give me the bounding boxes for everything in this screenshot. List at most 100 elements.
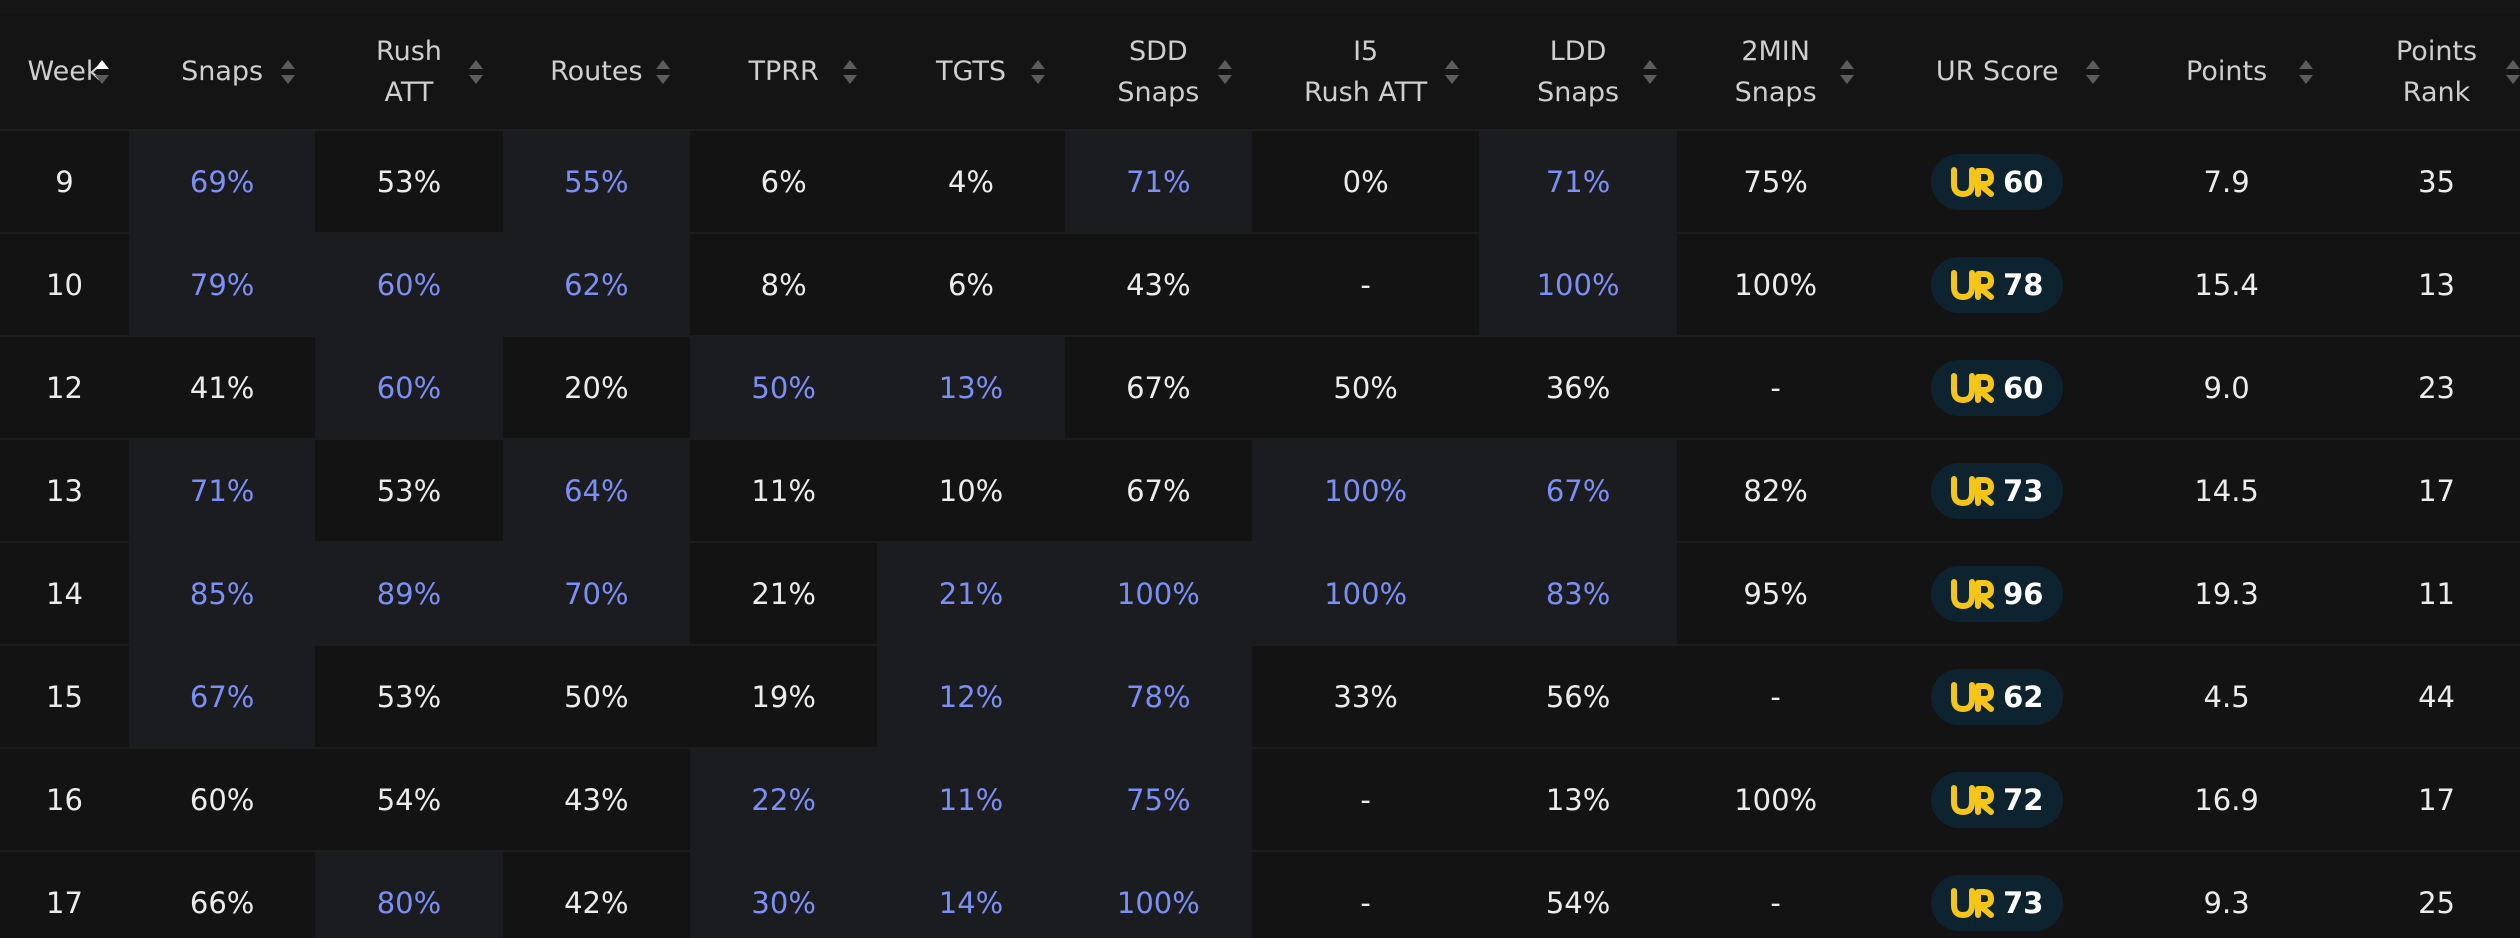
cell-tprr: 30% [689, 851, 878, 938]
sort-both-icon[interactable] [841, 57, 859, 87]
cell-snaps: 41% [189, 370, 255, 405]
cell-i5-rush-att: 50% [1333, 370, 1398, 405]
column-header-label: Points [2186, 51, 2267, 92]
column-header-week[interactable]: Week [0, 14, 129, 130]
column-header-content: Points Rank [2333, 31, 2520, 113]
column-header-content: 2MIN Snaps [1677, 31, 1875, 113]
column-header-content: LDD Snaps [1479, 31, 1677, 113]
cell-routes: 70% [502, 542, 690, 645]
cell-rush-att: 53% [376, 473, 442, 508]
ur-score-value: 73 [2003, 886, 2044, 920]
cell-snaps: 79% [128, 233, 316, 336]
cell-ldd-snaps: 100% [1479, 233, 1677, 336]
table-body: 9 69% 53% 55% 6% 4% 71% 0% 71% 75% 60 7.9 35 10 79% 60%… [0, 130, 2520, 938]
sort-both-icon[interactable] [1443, 57, 1461, 87]
cell-points: 16.9 [2194, 782, 2259, 817]
cell-routes: 20% [564, 370, 629, 405]
cell-tprr: 22% [689, 748, 878, 851]
sort-both-icon[interactable] [2504, 57, 2520, 87]
table-row[interactable]: 13 71% 53% 64% 11% 10% 67% 100% 67% 82% 73 14.5 17 [0, 439, 2520, 542]
column-header-points[interactable]: Points [2120, 14, 2333, 130]
sort-both-icon[interactable] [1641, 57, 1659, 87]
cell-routes: 43% [564, 782, 629, 817]
sort-both-icon[interactable] [1838, 57, 1856, 87]
cell-ur-score: 62 [1874, 645, 2120, 748]
cell-week: 9 [55, 164, 74, 199]
cell-two-min-snaps: 75% [1743, 164, 1808, 199]
cell-i5-rush-att: 100% [1252, 542, 1480, 645]
sort-both-icon[interactable] [654, 57, 672, 87]
cell-ur-score: 96 [1874, 542, 2120, 645]
cell-ldd-snaps: 36% [1545, 370, 1611, 405]
table-row[interactable]: 16 60% 54% 43% 22% 11% 75% - 13% 100% 72 16.9 17 [0, 748, 2520, 851]
column-header-label-line: Week [27, 56, 102, 87]
column-header-label: SDD Snaps [1117, 31, 1199, 113]
cell-rush-att: 53% [376, 679, 442, 714]
table-row[interactable]: 9 69% 53% 55% 6% 4% 71% 0% 71% 75% 60 7.9 35 [0, 130, 2520, 233]
column-header-label: Rush ATT [376, 31, 442, 113]
sort-both-icon[interactable] [467, 57, 485, 87]
column-header-i5-rush-att[interactable]: I5 Rush ATT [1252, 14, 1479, 130]
sort-both-icon[interactable] [1216, 57, 1234, 87]
table-row[interactable]: 10 79% 60% 62% 8% 6% 43% - 100% 100% 78 15.4 13 [0, 233, 2520, 336]
weekly-stats-table: Week Snaps Rush ATT Routes TPRR TGTS SDD Snaps I5… [0, 14, 2520, 938]
sort-both-icon[interactable] [279, 57, 297, 87]
cell-snaps: 67% [128, 645, 316, 748]
cell-tgts: 21% [877, 542, 1065, 645]
cell-week: 16 [46, 782, 83, 817]
cell-i5-rush-att: - [1360, 886, 1371, 920]
cell-points: 14.5 [2194, 473, 2259, 508]
column-header-sdd-snaps[interactable]: SDD Snaps [1065, 14, 1252, 130]
column-header-content: TPRR [690, 51, 877, 92]
table-row[interactable]: 14 85% 89% 70% 21% 21% 100% 100% 83% 95% 96 19.3 11 [0, 542, 2520, 645]
column-header-tgts[interactable]: TGTS [877, 14, 1064, 130]
table-header: Week Snaps Rush ATT Routes TPRR TGTS SDD Snaps I5… [0, 14, 2520, 130]
ur-score-badge: 78 [1931, 256, 2064, 313]
column-header-label: UR Score [1936, 51, 2059, 92]
column-header-two-min-snaps[interactable]: 2MIN Snaps [1677, 14, 1875, 130]
sort-both-icon[interactable] [2084, 57, 2102, 87]
column-header-content: SDD Snaps [1065, 31, 1252, 113]
cell-i5-rush-att: 33% [1333, 679, 1398, 714]
sort-both-icon[interactable] [2297, 57, 2315, 87]
column-header-ur-score[interactable]: UR Score [1874, 14, 2120, 130]
cell-tprr: 6% [760, 164, 807, 199]
column-header-content: Rush ATT [315, 31, 502, 113]
cell-two-min-snaps: 95% [1743, 576, 1808, 611]
cell-routes: 62% [502, 233, 690, 336]
column-header-content: UR Score [1874, 51, 2120, 92]
column-header-ldd-snaps[interactable]: LDD Snaps [1479, 14, 1677, 130]
ur-score-badge: 96 [1931, 565, 2064, 622]
cell-week: 17 [46, 886, 83, 920]
sort-asc-icon[interactable] [93, 57, 111, 87]
ur-score-badge: 73 [1931, 462, 2064, 519]
column-header-label-line: Rush [376, 35, 442, 67]
sort-both-icon[interactable] [1029, 57, 1047, 87]
cell-points: 7.9 [2203, 164, 2250, 199]
cell-sdd-snaps: 78% [1064, 645, 1253, 748]
cell-tgts: 13% [877, 336, 1065, 439]
column-header-label: I5 Rush ATT [1304, 31, 1427, 113]
column-header-snaps[interactable]: Snaps [129, 14, 315, 130]
table-row[interactable]: 15 67% 53% 50% 19% 12% 78% 33% 56% - 62 4.5 44 [0, 645, 2520, 748]
column-header-rush-att[interactable]: Rush ATT [315, 14, 502, 130]
cell-points-rank: 13 [2418, 267, 2455, 302]
cell-tgts: 4% [947, 164, 994, 199]
ur-logo-icon [1951, 888, 1995, 918]
cell-week: 14 [46, 576, 83, 611]
cell-sdd-snaps: 75% [1064, 748, 1253, 851]
cell-tgts: 6% [947, 267, 994, 302]
column-header-routes[interactable]: Routes [503, 14, 690, 130]
ur-score-value: 72 [2003, 782, 2044, 817]
table-row[interactable]: 12 41% 60% 20% 50% 13% 67% 50% 36% -60 9.0 23 [0, 336, 2520, 439]
column-header-tprr[interactable]: TPRR [690, 14, 877, 130]
column-header-label: 2MIN Snaps [1735, 31, 1817, 113]
column-header-label-line: UR Score [1935, 56, 2059, 87]
column-header-points-rank[interactable]: Points Rank [2333, 14, 2520, 130]
column-header-label-line: Snaps [181, 56, 264, 87]
table-row[interactable]: 17 66% 80% 42% 30% 14% 100% - 54% - 73 9.3 25 [0, 851, 2520, 938]
cell-week: 13 [46, 473, 83, 508]
cell-points: 15.4 [2194, 267, 2259, 302]
cell-points-rank: 35 [2418, 164, 2455, 199]
column-header-label-line: Rank [2402, 76, 2471, 108]
